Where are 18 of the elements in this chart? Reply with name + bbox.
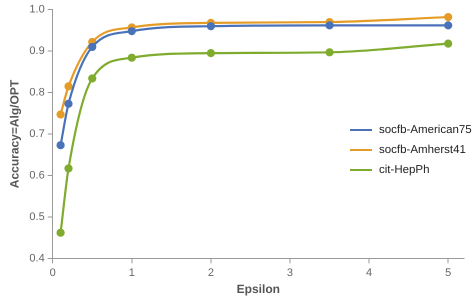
x-tick-label: 4 bbox=[366, 267, 372, 280]
x-tick-label: 0 bbox=[50, 267, 56, 280]
x-tick-label: 3 bbox=[286, 267, 294, 280]
legend-label: cit-HepPh bbox=[379, 164, 430, 176]
y-tick-label: 0.4 bbox=[29, 252, 45, 264]
y-axis-title: Accuracy=Alg/OPT bbox=[8, 79, 22, 188]
y-tick-label: 1.0 bbox=[29, 4, 45, 16]
legend-label: socfb-Amherst41 bbox=[379, 144, 466, 156]
x-tick-label: 5 bbox=[445, 267, 452, 280]
x-tick-label: 1 bbox=[128, 267, 135, 280]
y-tick-label: 0.8 bbox=[29, 86, 45, 99]
legend-label: socfb-American75 bbox=[379, 124, 472, 136]
x-tick-label: 2 bbox=[208, 267, 214, 280]
y-tick-label: 0.7 bbox=[29, 128, 45, 140]
y-tick-label: 0.9 bbox=[29, 45, 45, 58]
y-tick-label: 0.6 bbox=[29, 170, 45, 182]
y-tick-label: 0.5 bbox=[29, 210, 45, 223]
x-axis-title: Epsilon bbox=[236, 282, 280, 296]
